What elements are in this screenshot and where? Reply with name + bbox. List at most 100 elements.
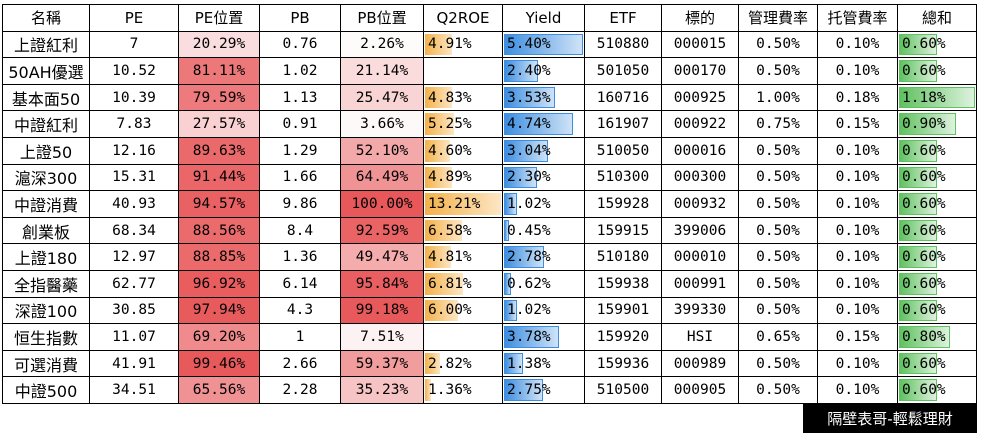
total-fee-cell-bar	[899, 379, 937, 401]
total-fee-cell-value: 0.60%	[902, 222, 946, 239]
yield-cell-bar	[504, 326, 559, 348]
total-fee-cell: 0.60%	[897, 163, 977, 192]
total-fee-cell-value: 0.60%	[902, 275, 946, 292]
q2roe-cell-value: 6.00%	[428, 302, 472, 319]
header-pe-position: PE位置	[178, 4, 260, 32]
q2roe-cell: 5.25%	[423, 110, 503, 138]
yield-cell: 0.62%	[502, 269, 585, 298]
yield-cell-bar	[504, 113, 574, 135]
table-row: 可選消費 41.91 99.46% 2.66 59.37% 2.82% 1.38% 15993…	[2, 349, 977, 378]
pe-position: 79.59%	[178, 83, 260, 112]
total-fee-cell: 0.90%	[897, 110, 977, 138]
target-code: 000170	[661, 57, 739, 85]
total-fee-cell-value: 1.18%	[902, 89, 946, 106]
management-fee: 0.50%	[738, 30, 818, 59]
yield-cell: 2.78%	[502, 243, 585, 271]
management-fee: 0.50%	[738, 296, 818, 325]
yield-cell-value: 3.04%	[507, 142, 551, 159]
total-fee-cell-bar	[899, 326, 950, 348]
pb-position: 3.66%	[340, 110, 424, 138]
etf-code: 159928	[584, 190, 662, 218]
custody-fee: 0.10%	[817, 349, 898, 378]
target-code: 000905	[661, 376, 739, 404]
pe-position: 27.57%	[178, 110, 260, 138]
yield-cell-value: 3.78%	[507, 328, 551, 345]
q2roe-cell-bar	[425, 33, 452, 56]
pe-value: 12.16	[89, 136, 179, 165]
total-fee-cell: 0.60%	[897, 190, 977, 218]
total-fee-cell-bar	[899, 166, 937, 189]
total-fee-cell-bar	[899, 33, 937, 56]
pb-value: 8.4	[259, 216, 341, 245]
target-code: 000016	[661, 136, 739, 165]
q2roe-cell-value: 4.83%	[428, 89, 472, 106]
table-row: 上證紅利 7 20.29% 0.76 2.26% 4.91% 5.40% 510880 0000…	[2, 30, 977, 59]
q2roe-cell-value: 1.36%	[428, 382, 472, 399]
custody-fee: 0.10%	[817, 30, 898, 59]
management-fee: 0.65%	[738, 323, 818, 351]
pb-value: 1.13	[259, 83, 341, 112]
target-code: 000015	[661, 30, 739, 59]
footer-badge: 隔壁表哥-輕鬆理財	[803, 404, 977, 433]
header-pe: PE	[89, 4, 179, 32]
etf-valuation-table: 名稱 PE PE位置 PB PB位置 Q2ROE Yield ETF 標的 管理…	[2, 4, 977, 404]
total-fee-cell-bar	[899, 219, 937, 242]
pb-position: 59.37%	[340, 349, 424, 378]
pe-value: 10.39	[89, 83, 179, 112]
pb-position: 64.49%	[340, 163, 424, 192]
header-name: 名稱	[2, 4, 90, 32]
table-row: 創業板 68.34 88.56% 8.4 92.59% 6.58% 0.45% 159915 3…	[2, 216, 977, 245]
pe-position: 88.56%	[178, 216, 260, 245]
custody-fee: 0.10%	[817, 216, 898, 245]
pe-value: 10.52	[89, 57, 179, 85]
header-row: 名稱 PE PE位置 PB PB位置 Q2ROE Yield ETF 標的 管理…	[2, 4, 977, 32]
pb-position: 7.51%	[340, 323, 424, 351]
q2roe-cell-value: 4.89%	[428, 169, 472, 186]
q2roe-cell	[423, 323, 503, 351]
header-q2roe: Q2ROE	[423, 4, 503, 32]
total-fee-cell-value: 0.60%	[902, 382, 946, 399]
etf-code: 501050	[584, 57, 662, 85]
pe-value: 7	[89, 30, 179, 59]
q2roe-cell: 6.00%	[423, 296, 503, 325]
q2roe-cell-bar	[425, 113, 454, 135]
etf-code: 159915	[584, 216, 662, 245]
header-yield: Yield	[502, 4, 585, 32]
q2roe-cell: 6.58%	[423, 216, 503, 245]
yield-cell: 3.53%	[502, 83, 585, 112]
yield-cell: 1.02%	[502, 190, 585, 218]
management-fee: 0.50%	[738, 216, 818, 245]
pb-value: 1	[259, 323, 341, 351]
pb-value: 0.76	[259, 30, 341, 59]
q2roe-cell-value: 4.91%	[428, 36, 472, 53]
total-fee-cell-value: 0.80%	[902, 328, 946, 345]
q2roe-cell: 4.91%	[423, 30, 503, 59]
custody-fee: 0.10%	[817, 296, 898, 325]
pe-position: 89.63%	[178, 136, 260, 165]
yield-cell-value: 2.30%	[507, 169, 551, 186]
q2roe-cell-bar	[425, 246, 452, 268]
yield-cell: 2.75%	[502, 376, 585, 404]
pe-value: 68.34	[89, 216, 179, 245]
custody-fee: 0.10%	[817, 57, 898, 85]
header-custody-fee: 托管費率	[817, 4, 898, 32]
q2roe-cell-value: 6.81%	[428, 275, 472, 292]
total-fee-cell-bar	[899, 139, 937, 162]
index-name: 恒生指數	[2, 323, 90, 351]
custody-fee: 0.10%	[817, 163, 898, 192]
total-fee-cell: 0.60%	[897, 349, 977, 378]
total-fee-cell: 0.60%	[897, 296, 977, 325]
q2roe-cell-bar	[425, 299, 459, 322]
index-name: 上證50	[2, 136, 90, 165]
etf-code: 510880	[584, 30, 662, 59]
pe-position: 20.29%	[178, 30, 260, 59]
total-fee-cell-value: 0.60%	[902, 62, 946, 79]
pe-position: 81.11%	[178, 57, 260, 85]
yield-cell-bar	[504, 272, 512, 295]
custody-fee: 0.10%	[817, 376, 898, 404]
yield-cell-value: 1.02%	[507, 302, 551, 319]
yield-cell-value: 0.62%	[507, 275, 551, 292]
custody-fee: 0.10%	[817, 136, 898, 165]
yield-cell-bar	[504, 379, 544, 401]
custody-fee: 0.10%	[817, 269, 898, 298]
